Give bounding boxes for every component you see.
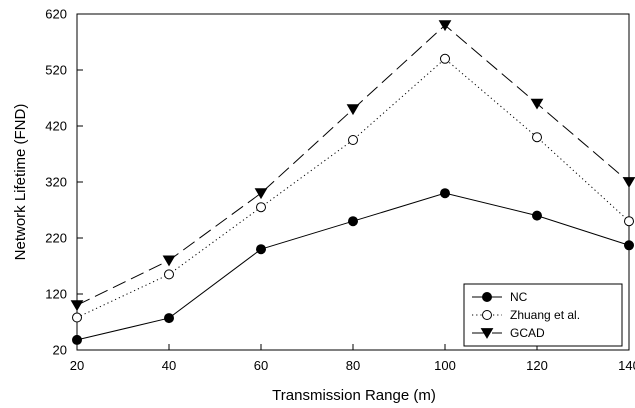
data-point bbox=[530, 98, 544, 110]
data-point bbox=[164, 313, 174, 324]
data-point bbox=[440, 53, 450, 64]
data-point bbox=[624, 216, 634, 227]
x-tick-label: 80 bbox=[346, 358, 360, 373]
x-tick-label: 140 bbox=[618, 358, 635, 373]
x-tick-label: 100 bbox=[434, 358, 456, 373]
x-axis-label: Transmission Range (m) bbox=[272, 387, 436, 404]
data-point bbox=[346, 104, 360, 116]
data-point bbox=[256, 244, 266, 255]
data-point bbox=[438, 20, 452, 32]
data-point bbox=[532, 210, 542, 221]
legend-label: NC bbox=[510, 290, 528, 304]
legend-item: NC bbox=[472, 290, 528, 304]
legend-marker bbox=[482, 292, 492, 302]
data-point bbox=[532, 132, 542, 143]
x-axis-ticks: 20 40 60 80 100 120 140 bbox=[70, 344, 635, 373]
legend: NC Zhuang et al. GCAD bbox=[463, 283, 623, 347]
series-line bbox=[76, 24, 630, 306]
data-point bbox=[70, 300, 84, 312]
data-point bbox=[622, 177, 635, 188]
series-1 bbox=[72, 53, 634, 323]
y-tick-label: 620 bbox=[45, 7, 67, 22]
series-line bbox=[76, 58, 630, 318]
series-0 bbox=[72, 188, 634, 345]
y-tick-label: 120 bbox=[45, 287, 67, 302]
data-point bbox=[72, 312, 82, 323]
legend-label: Zhuang et al. bbox=[510, 308, 580, 322]
data-point bbox=[254, 188, 268, 200]
data-point bbox=[162, 255, 176, 267]
legend-item: Zhuang et al. bbox=[472, 308, 580, 322]
y-tick-label: 420 bbox=[45, 119, 67, 134]
x-tick-label: 20 bbox=[70, 358, 84, 373]
legend-marker bbox=[480, 328, 494, 339]
y-tick-label: 20 bbox=[53, 343, 67, 358]
data-point bbox=[256, 202, 266, 213]
y-axis-label: Network Lifetime (FND) bbox=[12, 104, 29, 261]
y-tick-label: 520 bbox=[45, 63, 67, 78]
data-point bbox=[624, 240, 634, 251]
legend-marker bbox=[482, 310, 492, 320]
data-point bbox=[72, 334, 82, 345]
data-point bbox=[348, 135, 358, 145]
data-point bbox=[164, 269, 174, 280]
series-layer bbox=[70, 20, 635, 345]
x-tick-label: 60 bbox=[254, 358, 268, 373]
legend-item: GCAD bbox=[472, 326, 545, 340]
data-point bbox=[440, 188, 450, 199]
y-tick-label: 220 bbox=[45, 231, 67, 246]
series-2 bbox=[70, 20, 635, 312]
x-tick-label: 120 bbox=[526, 358, 548, 373]
x-tick-label: 40 bbox=[162, 358, 176, 373]
y-axis-ticks: 20 120 220 320 420 520 620 bbox=[45, 7, 83, 358]
y-tick-label: 320 bbox=[45, 175, 67, 190]
legend-label: GCAD bbox=[510, 326, 545, 340]
data-point bbox=[348, 216, 358, 227]
